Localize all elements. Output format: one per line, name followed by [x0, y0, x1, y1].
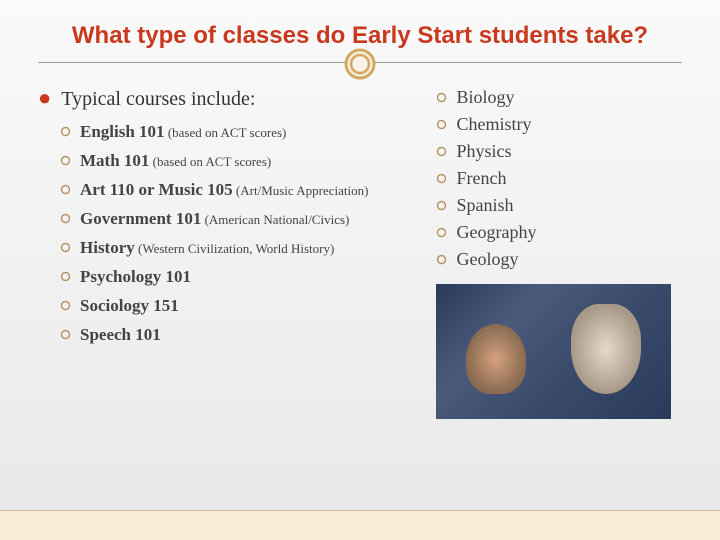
- course-name: Speech 101: [80, 325, 161, 344]
- ring-bullet-icon: [60, 242, 71, 253]
- course-name: Chemistry: [457, 114, 532, 135]
- list-item: Chemistry: [436, 114, 682, 135]
- ring-bullet-icon: [436, 173, 447, 184]
- footer-band: [0, 510, 720, 540]
- course-detail: (Western Civilization, World History): [135, 241, 335, 256]
- list-item: Psychology 101: [60, 266, 402, 289]
- list-item: Geography: [436, 222, 682, 243]
- content-columns: ● Typical courses include: English 101 (…: [38, 87, 682, 419]
- ring-bullet-icon: [60, 184, 71, 195]
- circle-ornament-icon: [343, 47, 377, 81]
- course-name: French: [457, 168, 507, 189]
- ring-bullet-icon: [436, 254, 447, 265]
- bullet-dot-icon: ●: [38, 87, 51, 109]
- right-column: Biology Chemistry Physics French Spanish: [412, 87, 682, 419]
- course-name: History: [80, 238, 135, 257]
- course-name: Geology: [457, 249, 519, 270]
- course-detail: (American National/Civics): [201, 212, 349, 227]
- list-item: Art 110 or Music 105 (Art/Music Apprecia…: [60, 179, 402, 202]
- ring-bullet-icon: [436, 200, 447, 211]
- course-name: English 101: [80, 122, 165, 141]
- course-name: Math 101: [80, 151, 149, 170]
- course-name: Physics: [457, 141, 512, 162]
- list-item: Sociology 151: [60, 295, 402, 318]
- list-item: Geology: [436, 249, 682, 270]
- title-divider: [38, 62, 682, 63]
- list-item: Physics: [436, 141, 682, 162]
- ring-bullet-icon: [436, 92, 447, 103]
- ring-bullet-icon: [60, 213, 71, 224]
- main-bullet: ● Typical courses include:: [38, 87, 402, 111]
- list-item: Biology: [436, 87, 682, 108]
- list-item: Speech 101: [60, 324, 402, 347]
- ring-bullet-icon: [436, 119, 447, 130]
- course-name: Geography: [457, 222, 537, 243]
- list-item: Math 101 (based on ACT scores): [60, 150, 402, 173]
- course-name: Spanish: [457, 195, 514, 216]
- course-name: Sociology 151: [80, 296, 179, 315]
- right-course-list: Biology Chemistry Physics French Spanish: [430, 87, 682, 270]
- course-detail: (based on ACT scores): [165, 125, 287, 140]
- course-name: Government 101: [80, 209, 201, 228]
- lab-photo: [436, 284, 671, 419]
- course-name: Art 110 or Music 105: [80, 180, 233, 199]
- ring-bullet-icon: [60, 300, 71, 311]
- course-name: Biology: [457, 87, 515, 108]
- course-detail: (Art/Music Appreciation): [233, 183, 369, 198]
- list-item: History (Western Civilization, World His…: [60, 237, 402, 260]
- course-detail: (based on ACT scores): [149, 154, 271, 169]
- list-item: French: [436, 168, 682, 189]
- list-item: Government 101 (American National/Civics…: [60, 208, 402, 231]
- slide-container: What type of classes do Early Start stud…: [0, 0, 720, 540]
- ring-bullet-icon: [436, 227, 447, 238]
- ring-bullet-icon: [436, 146, 447, 157]
- left-column: ● Typical courses include: English 101 (…: [38, 87, 412, 419]
- ring-bullet-icon: [60, 329, 71, 340]
- course-name: Psychology 101: [80, 267, 191, 286]
- ring-bullet-icon: [60, 155, 71, 166]
- ring-bullet-icon: [60, 126, 71, 137]
- list-item: English 101 (based on ACT scores): [60, 121, 402, 144]
- slide-title: What type of classes do Early Start stud…: [38, 22, 682, 50]
- ring-bullet-icon: [60, 271, 71, 282]
- main-bullet-text: Typical courses include:: [61, 88, 255, 111]
- list-item: Spanish: [436, 195, 682, 216]
- left-course-list: English 101 (based on ACT scores) Math 1…: [38, 121, 402, 347]
